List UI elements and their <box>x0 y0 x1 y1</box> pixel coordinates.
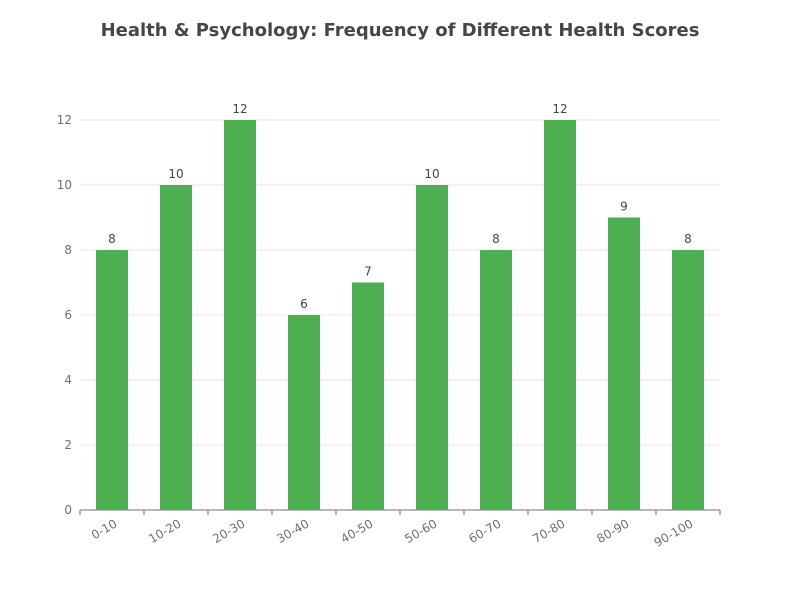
bar-80-90[interactable] <box>608 217 640 511</box>
data-label: 8 <box>492 232 500 246</box>
bar-10-20[interactable] <box>160 185 192 510</box>
y-tick-label: 8 <box>64 243 72 257</box>
data-label: 8 <box>684 232 692 246</box>
bar-90-100[interactable] <box>672 250 704 510</box>
y-tick-label: 6 <box>64 308 72 322</box>
data-label: 10 <box>424 167 439 181</box>
y-tick-label: 12 <box>57 113 72 127</box>
x-tick-label: 30-40 <box>274 516 311 546</box>
data-label: 10 <box>168 167 183 181</box>
x-tick-label: 50-60 <box>402 516 439 546</box>
y-tick-label: 0 <box>64 503 72 517</box>
x-tick-label: 70-80 <box>530 516 567 546</box>
bars <box>96 120 704 510</box>
data-labels: 8 10 12 6 7 10 8 12 9 8 <box>108 102 692 311</box>
x-tick-label: 0-10 <box>89 516 120 542</box>
bar-60-70[interactable] <box>480 250 512 510</box>
data-label: 8 <box>108 232 116 246</box>
y-tick-label: 4 <box>64 373 72 387</box>
x-tick-label: 60-70 <box>466 516 503 546</box>
bar-20-30[interactable] <box>224 120 256 510</box>
data-label: 12 <box>552 102 567 116</box>
y-tick-label: 2 <box>64 438 72 452</box>
bar-30-40[interactable] <box>288 315 320 510</box>
y-tick-label: 10 <box>57 178 72 192</box>
x-tick-label: 10-20 <box>146 516 183 546</box>
data-label: 7 <box>364 265 372 279</box>
data-label: 6 <box>300 297 308 311</box>
x-tick-label: 20-30 <box>210 516 247 546</box>
bar-0-10[interactable] <box>96 250 128 510</box>
x-tick-label: 40-50 <box>338 516 375 546</box>
bar-50-60[interactable] <box>416 185 448 510</box>
bar-70-80[interactable] <box>544 120 576 510</box>
x-tick-label: 80-90 <box>594 516 631 546</box>
data-label: 9 <box>620 200 628 214</box>
bar-40-50[interactable] <box>352 282 384 511</box>
data-label: 12 <box>232 102 247 116</box>
x-tick-label: 90-100 <box>652 516 696 549</box>
chart-title: Health & Psychology: Frequency of Differ… <box>100 20 700 41</box>
